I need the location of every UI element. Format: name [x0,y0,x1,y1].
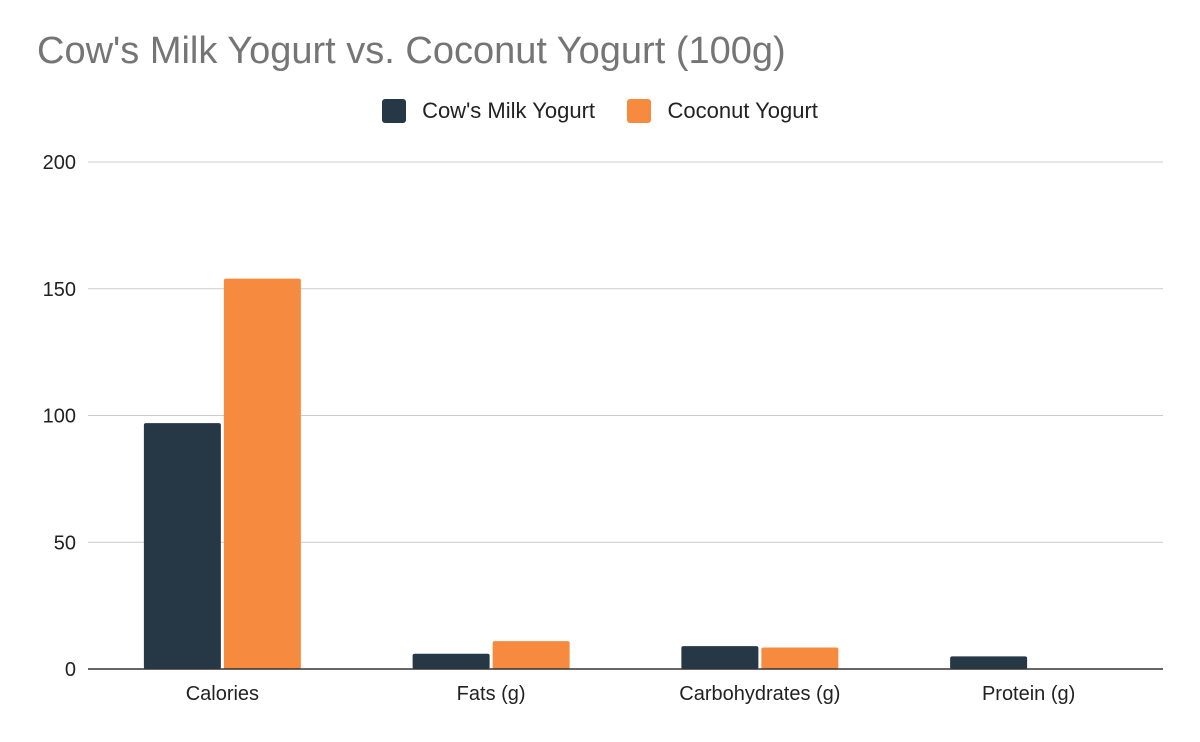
legend-label-coconut: Coconut Yogurt [667,98,818,123]
legend-label-cows-milk: Cow's Milk Yogurt [422,98,596,123]
bar-cows-milk-0 [143,423,221,669]
y-tick-label-0: 0 [65,659,76,681]
bar-cows-milk-3 [950,656,1028,669]
x-tick-label-1: Fats (g) [457,683,526,705]
legend-swatch-cows-milk [382,99,407,123]
y-tick-label-150: 150 [43,279,76,301]
y-tick-label-50: 50 [54,532,76,554]
legend-item-cows-milk[interactable]: Cow's Milk Yogurt [382,98,595,124]
bar-cows-milk-1 [412,653,490,669]
bar-cows-milk-2 [681,646,759,669]
x-tick-label-0: Calories [186,683,259,705]
bar-coconut-1 [492,641,570,669]
y-tick-label-200: 200 [43,152,76,174]
bar-coconut-2 [761,647,839,669]
x-tick-label-3: Protein (g) [982,683,1075,705]
bar-coconut-0 [223,278,301,669]
y-tick-label-100: 100 [43,406,76,428]
x-tick-label-2: Carbohydrates (g) [679,683,840,705]
chart-title: Cow's Milk Yogurt vs. Coconut Yogurt (10… [37,30,786,72]
legend-swatch-coconut [627,99,652,123]
legend-item-coconut[interactable]: Coconut Yogurt [627,98,818,124]
legend: Cow's Milk Yogurt Coconut Yogurt [0,98,1200,128]
